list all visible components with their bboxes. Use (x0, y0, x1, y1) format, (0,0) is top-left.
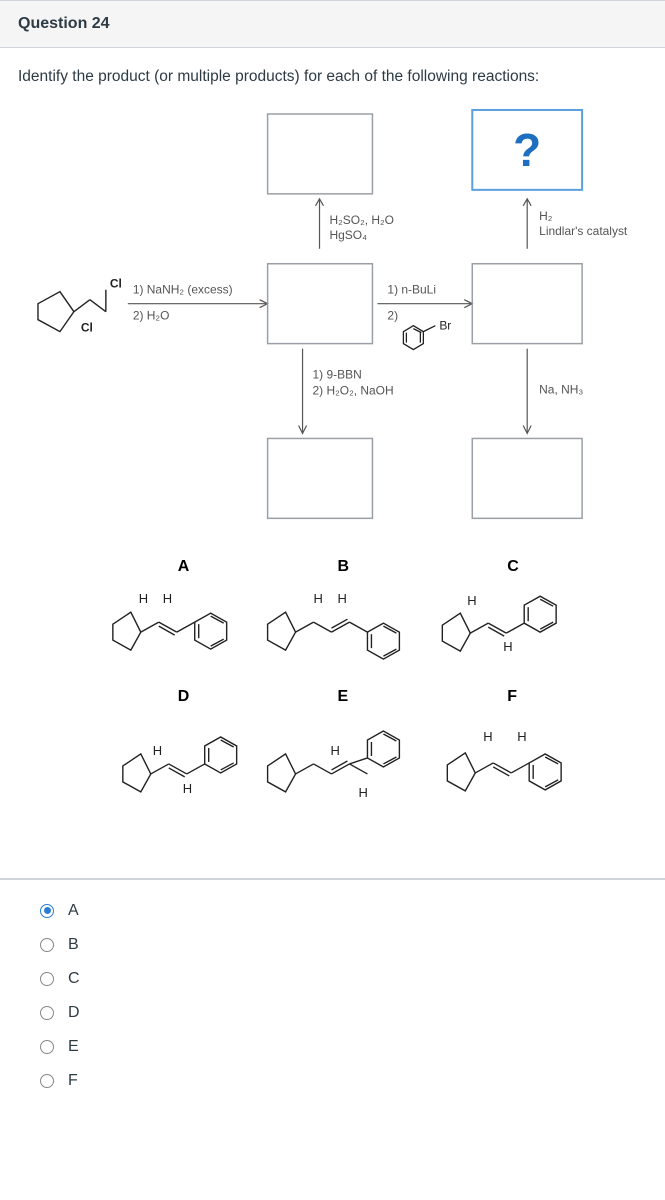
answer-label: A (68, 902, 79, 920)
answer-label: D (68, 1004, 80, 1022)
answer-option-b[interactable]: B (40, 928, 647, 962)
question-header: Question 24 (0, 0, 665, 48)
svg-text:C: C (507, 558, 519, 575)
svg-text:Br: Br (439, 319, 451, 333)
svg-text:2): 2) (387, 309, 398, 323)
svg-text:1) 9-BBN: 1) 9-BBN (313, 368, 362, 382)
svg-text:2) H₂O₂, NaOH: 2) H₂O₂, NaOH (313, 384, 394, 398)
radio-icon[interactable] (40, 938, 54, 952)
svg-text:F: F (507, 688, 517, 705)
svg-text:H: H (358, 785, 367, 800)
answer-option-c[interactable]: C (40, 962, 647, 996)
question-number: Question 24 (18, 15, 110, 32)
svg-text:H: H (314, 591, 323, 606)
question-prompt: Identify the product (or multiple produc… (18, 68, 647, 86)
svg-text:1) n-BuLi: 1) n-BuLi (387, 283, 436, 297)
question-mark-text: ? (513, 124, 541, 176)
radio-icon[interactable] (40, 1006, 54, 1020)
svg-text:1) NaNH₂ (excess): 1) NaNH₂ (excess) (133, 283, 233, 297)
radio-icon[interactable] (40, 1040, 54, 1054)
radio-icon[interactable] (40, 1074, 54, 1088)
radio-icon[interactable] (40, 904, 54, 918)
reaction-diagram: ? H₂SO₂, H₂O HgSO₄ H₂ Lindlar's catalyst… (18, 104, 647, 868)
svg-text:HgSO₄: HgSO₄ (330, 228, 368, 242)
svg-text:H: H (331, 743, 340, 758)
svg-text:Lindlar's catalyst: Lindlar's catalyst (539, 224, 628, 238)
svg-text:H: H (163, 591, 172, 606)
svg-text:H: H (153, 743, 162, 758)
svg-text:H: H (483, 729, 492, 744)
svg-text:Cl: Cl (81, 321, 93, 335)
answer-list: A B C D E F (0, 880, 665, 1128)
svg-text:H: H (337, 591, 346, 606)
svg-text:B: B (337, 558, 349, 575)
svg-text:H: H (183, 781, 192, 796)
answer-option-e[interactable]: E (40, 1030, 647, 1064)
svg-text:H₂: H₂ (539, 209, 553, 223)
answer-option-d[interactable]: D (40, 996, 647, 1030)
answer-option-f[interactable]: F (40, 1064, 647, 1098)
svg-text:2) H₂O: 2) H₂O (133, 309, 170, 323)
svg-text:Cl: Cl (110, 277, 122, 291)
radio-icon[interactable] (40, 972, 54, 986)
svg-text:H: H (139, 591, 148, 606)
answer-label: E (68, 1038, 79, 1056)
answer-option-a[interactable]: A (40, 894, 647, 928)
svg-text:H: H (517, 729, 526, 744)
svg-text:D: D (178, 688, 190, 705)
svg-text:Na, NH₃: Na, NH₃ (539, 383, 583, 397)
svg-text:H: H (503, 639, 512, 654)
svg-text:H₂SO₂, H₂O: H₂SO₂, H₂O (330, 213, 394, 227)
answer-label: F (68, 1072, 78, 1090)
answer-label: B (68, 936, 79, 954)
starting-material (38, 290, 106, 332)
answer-label: C (68, 970, 80, 988)
svg-text:E: E (337, 688, 348, 705)
svg-text:A: A (178, 558, 190, 575)
question-content: Identify the product (or multiple produc… (0, 48, 665, 879)
svg-text:H: H (467, 593, 476, 608)
